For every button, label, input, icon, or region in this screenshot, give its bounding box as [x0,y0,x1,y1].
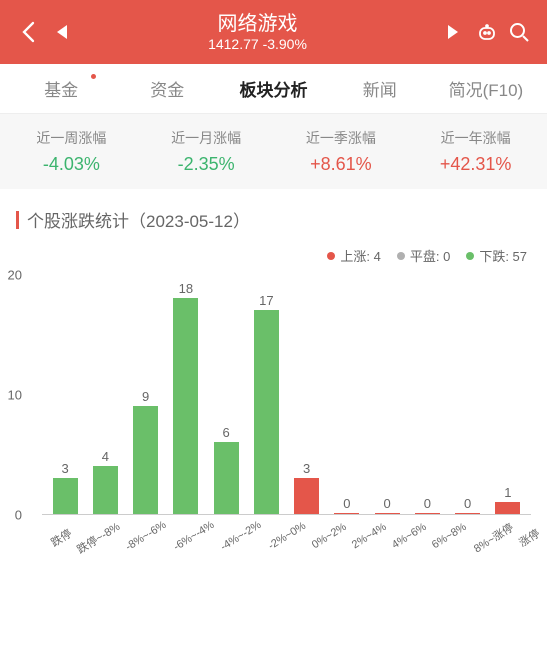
y-tick: 20 [8,268,22,283]
bar-rect [173,298,198,514]
bar-value: 9 [142,389,149,404]
legend-dot [466,252,474,260]
x-label: -2%~0% [266,520,310,556]
stat-value: +42.31% [412,154,539,175]
bar-6: 3 [288,461,326,514]
y-tick: 10 [8,388,22,403]
bar-value: 17 [259,293,273,308]
x-label: -4%~-2% [219,519,266,557]
bar-value: 3 [303,461,310,476]
bar-value: 3 [62,461,69,476]
chart-area: 3 4 9 18 6 17 3 0 0 0 0 1 [42,275,531,515]
stat-value: +8.61% [278,154,405,175]
bar-rect [254,310,279,514]
bar-4: 6 [207,425,245,514]
bar-rect [375,513,400,514]
section-title: 个股涨跌统计（2023-05-12） [0,189,547,246]
bar-9: 0 [408,496,446,514]
bar-rect [294,478,319,514]
bar-value: 6 [223,425,230,440]
x-label: -8%~-6% [123,519,170,557]
bar-value: 0 [464,496,471,511]
bar-0: 3 [46,461,84,514]
legend-item-1: 平盘: 0 [397,246,450,265]
bar-1: 4 [86,449,124,514]
y-tick: 0 [15,508,22,523]
header-title-wrap: 网络游戏 1412.77 -3.90% [80,12,435,52]
section-title-text: 个股涨跌统计（2023-05-12） [27,207,250,232]
bar-value: 0 [424,496,431,511]
tab-2[interactable]: 板块分析 [220,76,326,101]
prev-button[interactable] [44,24,80,40]
tab-0[interactable]: 基金 [8,76,114,101]
header-subtitle: 1412.77 -3.90% [80,36,435,52]
legend-dot [397,252,405,260]
legend-item-0: 上涨: 4 [327,246,380,265]
next-button[interactable] [435,24,471,40]
stat-value: -2.35% [143,154,270,175]
legend-label: 上涨: 4 [340,246,380,265]
bar-rect [455,513,480,514]
stat-value: -4.03% [8,154,135,175]
tab-4[interactable]: 简况(F10) [433,76,539,101]
stat-label: 近一年涨幅 [412,128,539,148]
legend-dot [327,252,335,260]
x-label: 6%~8% [430,521,471,555]
bar-7: 0 [328,496,366,514]
bar-value: 4 [102,449,109,464]
bar-rect [495,502,520,514]
page-title: 网络游戏 [80,12,435,36]
bar-8: 0 [368,496,406,514]
stat-label: 近一月涨幅 [143,128,270,148]
stat-3: 近一年涨幅 +42.31% [412,128,539,175]
bar-11: 1 [489,485,527,514]
period-stats: 近一周涨幅 -4.03% 近一月涨幅 -2.35% 近一季涨幅 +8.61% 近一年涨幅 +4… [0,114,547,189]
x-label: -6%~-4% [171,519,218,557]
bar-2: 9 [127,389,165,514]
x-axis-labels: 跌停跌停~-8%-8%~-6%-6%~-4%-4%~-2%-2%~0%0%~2%… [42,515,531,547]
x-label: 涨停 [515,525,542,550]
bar-10: 0 [449,496,487,514]
legend-item-2: 下跌: 57 [466,246,527,265]
stat-1: 近一月涨幅 -2.35% [143,128,270,175]
x-label: 跌停 [48,525,75,550]
stat-2: 近一季涨幅 +8.61% [278,128,405,175]
bar-value: 0 [384,496,391,511]
stat-label: 近一周涨幅 [8,128,135,148]
bar-rect [133,406,158,514]
bar-rect [214,442,239,514]
distribution-chart: 01020 3 4 9 18 6 17 3 0 0 0 0 1 跌停跌停~-8%-8%~-6%-6%~… [0,275,547,595]
tabs: 基金资金板块分析新闻简况(F10) [0,64,547,114]
x-label: 4%~6% [390,521,431,555]
robot-icon[interactable] [471,20,503,44]
legend-label: 平盘: 0 [410,246,450,265]
section-accent-bar [16,211,19,229]
tab-1[interactable]: 资金 [114,76,220,101]
header: 网络游戏 1412.77 -3.90% [0,0,547,64]
stat-label: 近一季涨幅 [278,128,405,148]
bar-value: 0 [343,496,350,511]
bar-rect [334,513,359,514]
x-label: 0%~2% [309,521,350,555]
tab-3[interactable]: 新闻 [327,76,433,101]
x-label: 跌停~-8% [74,518,123,557]
bar-value: 1 [504,485,511,500]
x-label: 8%~涨停 [471,519,517,556]
bar-3: 18 [167,281,205,514]
search-icon[interactable] [503,21,535,43]
bar-5: 17 [247,293,285,514]
chart-legend: 上涨: 4 平盘: 0 下跌: 57 [0,246,547,275]
tab-dot [91,74,96,79]
bar-rect [93,466,118,514]
back-button[interactable] [12,21,44,43]
x-label: 2%~4% [350,521,391,555]
stat-0: 近一周涨幅 -4.03% [8,128,135,175]
bar-rect [415,513,440,514]
legend-label: 下跌: 57 [479,246,527,265]
y-axis: 01020 [0,275,26,515]
bar-value: 18 [179,281,193,296]
bar-rect [53,478,78,514]
